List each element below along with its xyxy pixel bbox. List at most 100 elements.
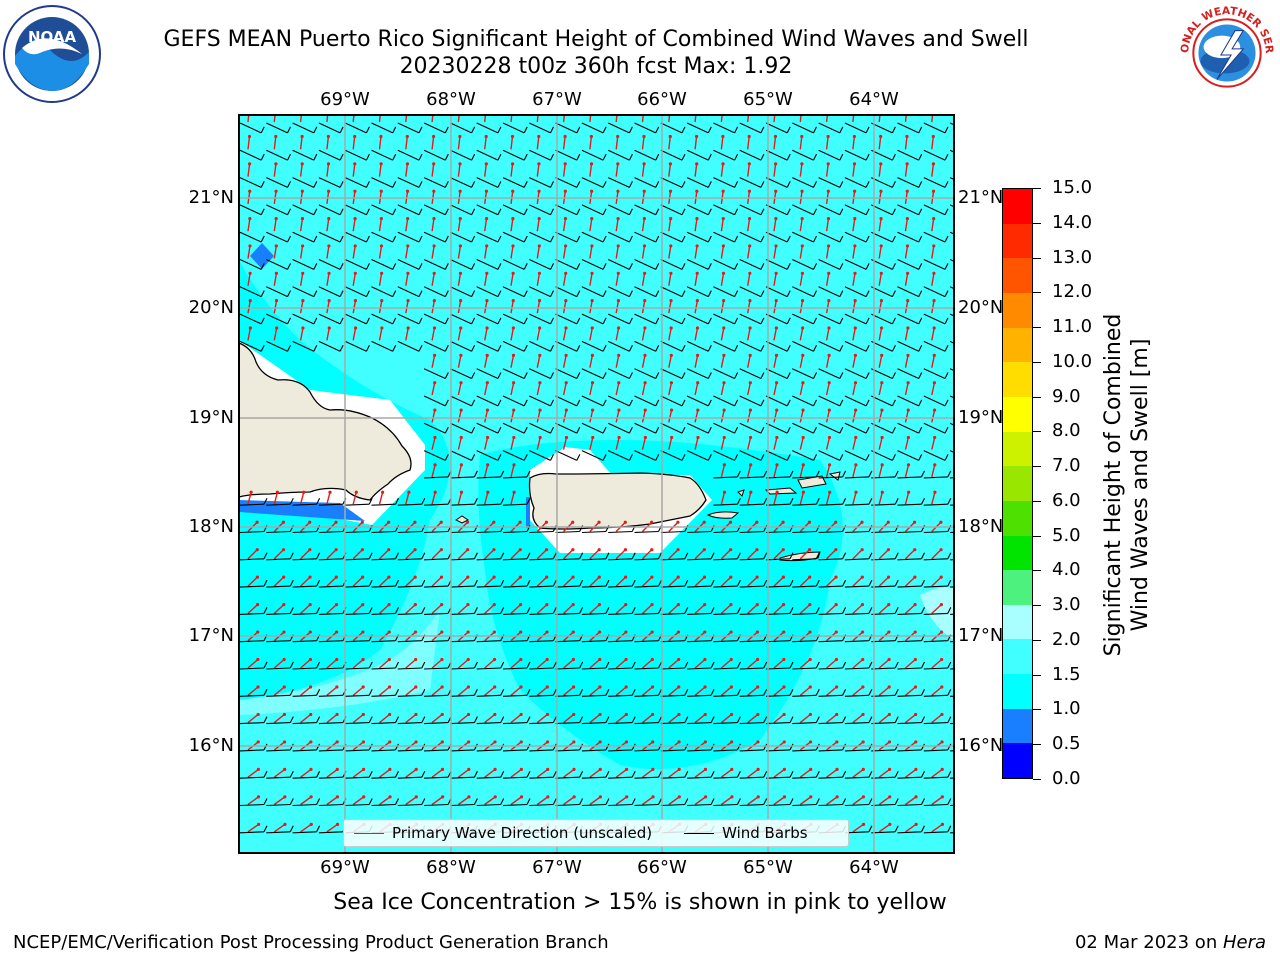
wind-barb-flag [628,235,633,243]
wave-arrow [326,273,330,286]
wave-arrow-head [458,244,462,248]
wave-arrow-head [853,326,857,330]
wave-arrow [615,245,619,259]
wave-arrow-head [748,271,752,275]
wave-arrow-head [335,630,339,634]
wind-barb-staff [502,476,528,479]
wind-barb-staff [923,313,946,325]
wind-barb-staff [634,749,659,752]
wind-barb-flag [287,290,292,297]
wave-arrow [405,658,417,669]
wave-arrow-head [257,822,261,826]
wind-barb-staff [292,585,317,588]
wave-arrow [326,136,330,150]
wave-arrow [668,382,673,396]
wave-arrow [747,549,758,560]
colorbar-tick-label: 14.0 [1052,211,1093,233]
wave-arrow [905,658,916,669]
wind-barb-flag [631,552,636,560]
wind-barb-flag [839,153,844,161]
wave-arrow-head [616,162,620,166]
wind-barb-staff [713,368,735,380]
wind-barb-staff [871,749,896,752]
wave-arrow [589,245,593,259]
wave-arrow-head [616,244,620,248]
colorbar-tick [1033,639,1041,641]
wind-barb-flag [658,661,662,669]
wind-barb-flag [444,290,449,297]
wave-arrow-head [432,244,436,248]
wind-barb-staff [923,231,946,243]
wind-barb-flag [395,552,399,560]
wind-barb-staff [634,177,656,188]
wave-arrow-head [308,602,312,607]
wind-barb-flag [339,181,344,188]
wave-arrow-head [512,408,516,412]
wave-arrow [878,768,891,778]
wave-arrow [773,355,778,368]
wave-arrow-head [309,712,313,717]
wave-arrow [878,823,891,833]
wind-barb-flag [944,290,949,297]
wind-barb-staff [397,694,422,697]
wind-barb-flag [921,607,925,614]
wind-barb-flag [944,372,949,379]
wave-arrow [773,576,784,587]
wave-arrow-head [388,767,392,772]
wind-barb-flag [287,181,292,188]
wave-arrow [352,327,357,341]
wave-arrow [510,437,515,450]
wave-arrow-head [302,490,306,494]
wave-arrow [694,549,705,560]
wave-arrow [694,768,706,778]
wind-barb-staff [529,612,554,615]
wind-barb-flag [263,798,268,805]
wave-arrow-head [537,244,541,248]
wave-arrow-head [879,189,883,193]
wave-arrow-head [484,134,488,139]
wind-barb-staff [423,450,446,461]
wave-arrow [931,382,936,396]
wave-arrow-head [440,685,444,689]
wind-barb-staff [476,204,499,216]
wave-arrow-head [624,602,628,607]
wave-arrow [773,658,785,669]
wind-barb-staff [607,340,630,352]
wind-barb-flag [473,607,478,614]
wind-barb-flag [631,579,636,587]
wind-barb-flag [552,743,557,751]
wind-barb-flag [815,661,820,669]
wave-arrow [931,218,935,232]
wave-arrow [247,576,258,587]
wave-arrow-head [958,108,961,111]
wave-arrow [825,437,831,450]
wave-arrow [615,549,626,560]
wave-arrow [379,549,390,560]
wave-arrow-head [511,353,516,357]
wind-barb-staff [844,667,869,670]
wind-barb-flag [287,126,292,134]
wave-arrow-head [387,520,391,524]
wind-barb-staff [923,450,946,461]
wave-arrow [615,136,619,150]
wind-barb-flag [865,153,870,161]
wave-arrow-head [432,353,437,357]
wave-arrow-head [827,435,832,440]
wind-barb-flag [313,317,318,325]
wind-barb-flag [789,497,794,505]
wave-arrow-head [589,162,594,166]
wind-barb-staff [450,395,472,407]
wind-barb-flag [550,126,555,134]
wave-arrow-head [512,435,516,440]
wave-arrow-head [572,767,576,772]
wave-arrow-head [730,767,734,772]
wave-arrow-head [748,353,752,357]
wind-barb-flag [760,290,765,297]
wave-arrow [273,549,285,560]
wave-arrow-head [879,271,883,275]
wave-arrow [720,409,725,423]
colorbar-tick [1033,744,1041,746]
wave-arrow-head [774,189,778,193]
wind-barb-flag [894,798,899,805]
wind-barb-staff [555,177,578,188]
